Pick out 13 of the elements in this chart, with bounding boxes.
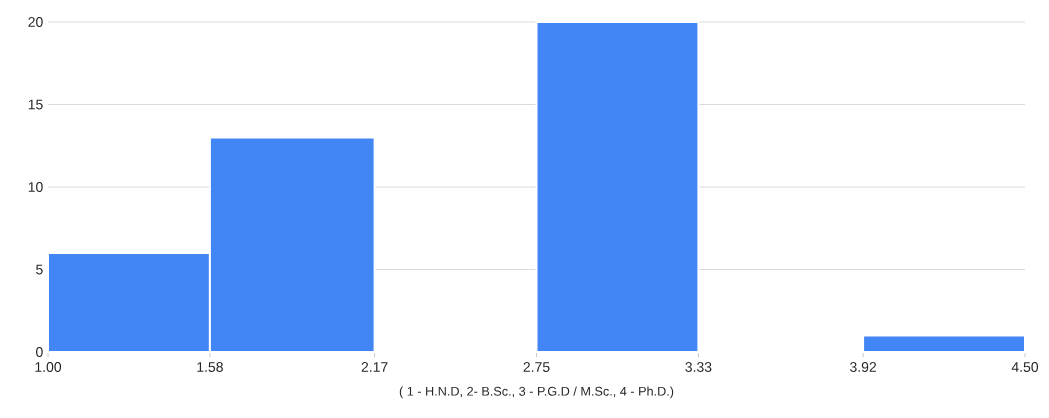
x-tick-label: 3.33 bbox=[685, 362, 712, 372]
x-tick-label: 1.00 bbox=[35, 362, 62, 372]
y-tick-label: 5 bbox=[36, 264, 43, 275]
x-tick-label: 2.75 bbox=[523, 362, 550, 372]
x-axis-title: ( 1 - H.N.D, 2- B.Sc., 3 - P.G.D / M.Sc., 4 - Ph.D.) bbox=[399, 386, 674, 399]
x-tick-label: 1.58 bbox=[197, 362, 223, 372]
y-tick-label: 20 bbox=[28, 17, 43, 27]
x-tick-label: 2.17 bbox=[361, 362, 388, 372]
x-tick-label: 4.50 bbox=[1011, 362, 1039, 372]
y-tick-label: 10 bbox=[28, 182, 43, 192]
y-tick-label: 0 bbox=[36, 347, 43, 357]
x-tick-label: 3.92 bbox=[850, 362, 877, 372]
y-tick-label: 15 bbox=[28, 99, 43, 110]
